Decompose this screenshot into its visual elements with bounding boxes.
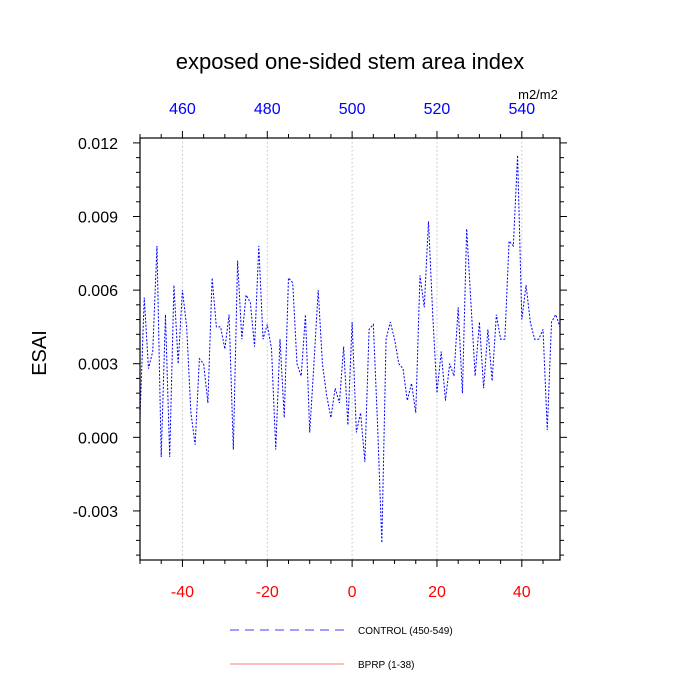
x-tick-label-top: 500 xyxy=(339,101,366,118)
units-label: m2/m2 xyxy=(518,87,558,102)
legend-label-bprp: BPRP (1-38) xyxy=(358,660,415,671)
x-tick-label-top: 540 xyxy=(508,101,535,118)
x-tick-label-top: 520 xyxy=(424,101,451,118)
axes xyxy=(139,137,561,561)
y-tick-label: 0.000 xyxy=(78,430,118,447)
chart-title: exposed one-sided stem area index xyxy=(176,49,525,74)
x-tick-label-top: 460 xyxy=(169,101,196,118)
series-lines xyxy=(139,155,561,543)
tick-labels: -40 -20 0 20 40 460 480 500 520 540 0.012 0.009 0.00… xyxy=(73,101,536,601)
x-tick-label-bottom: 40 xyxy=(513,584,531,601)
x-tick-label-bottom: 20 xyxy=(428,584,446,601)
y-tick-label: 0.003 xyxy=(78,357,118,374)
y-axis-label: ESAI xyxy=(29,330,51,376)
x-tick-label-bottom: -40 xyxy=(171,584,194,601)
y-tick-label: -0.003 xyxy=(73,504,118,521)
x-tick-label-top: 480 xyxy=(254,101,281,118)
y-tick-label: 0.009 xyxy=(78,210,118,227)
plot-frame xyxy=(139,137,561,561)
series-line-0 xyxy=(139,155,561,543)
grid-lines xyxy=(182,138,523,560)
x-tick-label-bottom: -20 xyxy=(256,584,279,601)
legend: CONTROL (450-549) BPRP (1-38) xyxy=(230,626,453,671)
x-tick-label-bottom: 0 xyxy=(348,584,357,601)
y-tick-label: 0.006 xyxy=(78,283,118,300)
tick-marks xyxy=(133,131,567,567)
legend-label-control: CONTROL (450-549) xyxy=(358,626,453,637)
y-tick-label: 0.012 xyxy=(78,136,118,153)
